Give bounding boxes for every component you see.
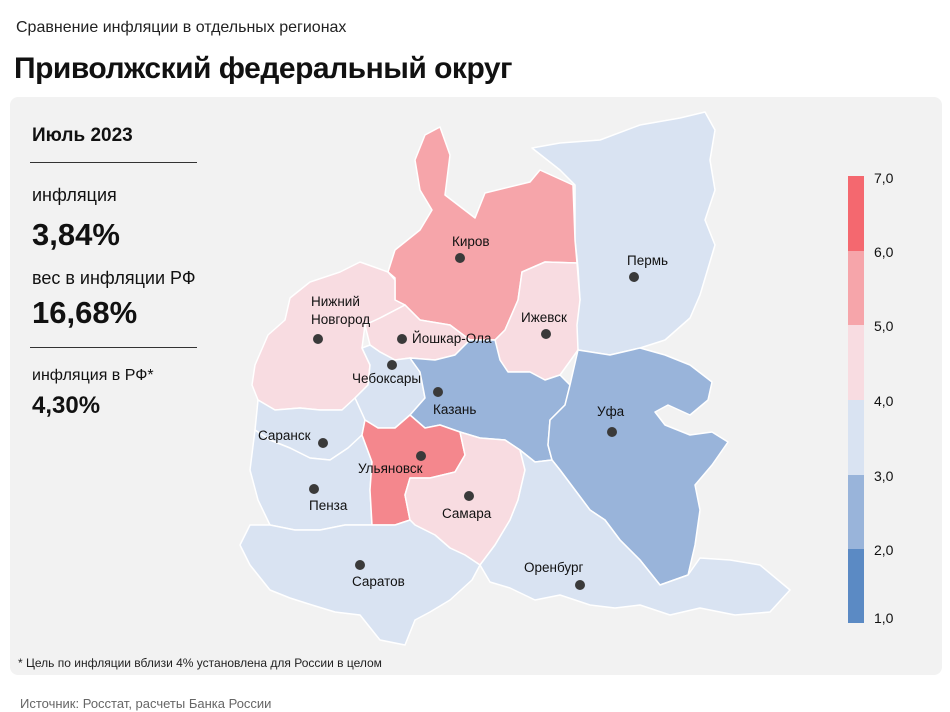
period-label: Июль 2023 <box>32 125 133 146</box>
legend-bin-4-5 <box>848 325 864 400</box>
rf-inflation-value: 4,30% <box>32 392 101 419</box>
rf-inflation-label: инфляция в РФ* <box>32 367 154 384</box>
city-label-nizhny-2: Новгород <box>311 312 370 327</box>
city-dot-penza <box>309 484 319 494</box>
city-dot-orenburg <box>575 580 585 590</box>
legend-tick-5: 5,0 <box>874 318 894 334</box>
city-label-izhevsk: Ижевск <box>521 310 567 325</box>
footnote: * Цель по инфляции вблизи 4% установлена… <box>18 656 382 670</box>
city-dot-cheboksary <box>387 360 397 370</box>
legend-tick-6: 6,0 <box>874 244 894 260</box>
city-dot-izhevsk <box>541 329 551 339</box>
city-dot-samara <box>464 491 474 501</box>
city-dot-kazan <box>433 387 443 397</box>
divider <box>30 347 197 348</box>
legend-bin-1-2 <box>848 549 864 623</box>
city-label-samara: Самара <box>442 506 492 521</box>
legend-tick-1: 1,0 <box>874 610 894 626</box>
legend-bin-6-7 <box>848 176 864 251</box>
city-label-kirov: Киров <box>452 234 490 249</box>
legend-bin-2-3 <box>848 475 864 549</box>
legend-bin-3-4 <box>848 400 864 475</box>
city-label-ufa: Уфа <box>597 404 625 419</box>
subtitle: Сравнение инфляции в отдельных регионах <box>16 19 347 36</box>
city-label-yoshkar: Йошкар-Ола <box>412 331 492 346</box>
legend-tick-2: 2,0 <box>874 542 894 558</box>
legend-tick-3: 3,0 <box>874 468 894 484</box>
legend-bin-5-6 <box>848 251 864 325</box>
city-dot-nizhny <box>313 334 323 344</box>
source-note: Источник: Росстат, расчеты Банка России <box>20 696 272 711</box>
city-label-orenburg: Оренбург <box>524 560 584 575</box>
weight-label: вес в инфляции РФ <box>32 268 196 288</box>
city-dot-yoshkar <box>397 334 407 344</box>
city-dot-saratov <box>355 560 365 570</box>
summary-panel: Июль 2023 инфляция 3,84% вес в инфляции … <box>30 125 200 419</box>
city-label-penza: Пенза <box>309 498 348 513</box>
region-orenburg[interactable] <box>479 449 791 616</box>
region-saratov[interactable] <box>239 519 481 646</box>
city-label-saratov: Саратов <box>352 574 405 589</box>
legend-tick-7: 7,0 <box>874 170 894 186</box>
divider <box>30 162 197 163</box>
city-label-saransk: Саранск <box>258 428 311 443</box>
city-dot-saransk <box>318 438 328 448</box>
color-legend: 1,0 2,0 3,0 4,0 5,0 6,0 7,0 <box>848 170 894 626</box>
city-label-nizhny-1: Нижний <box>311 294 360 309</box>
city-label-ulyanovsk: Ульяновск <box>358 461 423 476</box>
city-label-cheboksary: Чебоксары <box>352 371 421 386</box>
page-title: Приволжский федеральный округ <box>14 52 513 85</box>
city-dot-kirov <box>455 253 465 263</box>
city-label-perm: Пермь <box>627 253 668 268</box>
city-dot-ulyanovsk <box>416 451 426 461</box>
city-label-kazan: Казань <box>433 402 476 417</box>
inflation-value: 3,84% <box>32 217 120 252</box>
city-dot-ufa <box>607 427 617 437</box>
city-dot-perm <box>629 272 639 282</box>
inflation-label: инфляция <box>32 185 117 205</box>
weight-value: 16,68% <box>32 295 138 330</box>
legend-tick-4: 4,0 <box>874 393 894 409</box>
